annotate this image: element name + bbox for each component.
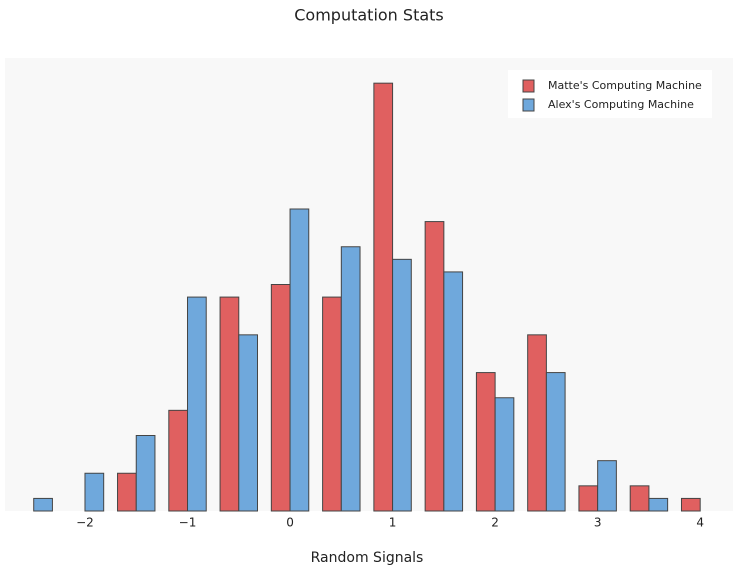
bar (494, 397, 515, 512)
bar (289, 208, 310, 512)
x-axis-title: Random Signals (311, 550, 424, 566)
bar (238, 334, 258, 512)
bar (527, 334, 547, 512)
x-tick-label: 0 (286, 516, 294, 530)
bar (545, 372, 566, 512)
bar (629, 485, 650, 512)
bar (135, 435, 156, 512)
bar (219, 296, 240, 512)
chart-title: Computation Stats (294, 6, 444, 25)
bar (680, 497, 701, 512)
bar (33, 497, 53, 512)
x-tick-label: −2 (76, 516, 94, 530)
bar (168, 409, 189, 512)
legend-swatch (522, 79, 535, 93)
bar (392, 258, 412, 512)
x-tick-label: 4 (696, 516, 704, 530)
legend-swatch (522, 98, 535, 112)
bar (117, 472, 137, 512)
bar (424, 221, 445, 512)
bar (84, 472, 105, 512)
legend-label: Matte's Computing Machine (548, 79, 702, 92)
x-tick-label: −1 (179, 516, 197, 530)
legend-label: Alex's Computing Machine (548, 98, 694, 111)
bar (443, 271, 464, 512)
bar (322, 296, 342, 512)
bar (648, 497, 669, 512)
bar (187, 296, 207, 512)
bar (597, 460, 617, 512)
x-tick-label: 1 (389, 516, 397, 530)
legend (508, 70, 712, 118)
bar (475, 372, 496, 512)
bar (373, 82, 394, 512)
bar (270, 284, 291, 512)
bar (340, 246, 361, 512)
plot-area (5, 58, 733, 511)
x-tick-label: 3 (594, 516, 602, 530)
x-tick-label: 2 (491, 516, 499, 530)
bar (578, 485, 599, 512)
